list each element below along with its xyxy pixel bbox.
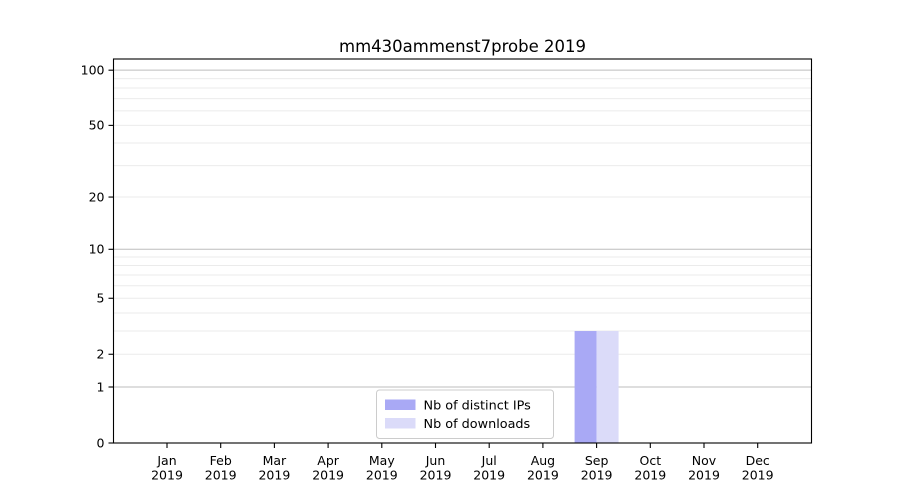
- x-tick-label-year: 2019: [527, 468, 559, 483]
- y-tick-label: 2: [97, 347, 105, 362]
- y-tick-label: 50: [89, 118, 105, 133]
- x-tick-label-year: 2019: [258, 468, 290, 483]
- x-tick-label-month: Apr: [317, 453, 339, 468]
- y-tick-label: 5: [97, 291, 105, 306]
- legend-swatch-downloads: [385, 418, 416, 429]
- bar-downloads: [596, 331, 619, 443]
- legend-label-distinct-ips: Nb of distinct IPs: [424, 399, 532, 414]
- x-tick-label-month: Mar: [263, 453, 287, 468]
- legend-label-downloads: Nb of downloads: [424, 417, 531, 432]
- x-tick-label-year: 2019: [581, 468, 613, 483]
- major-gridlines: [113, 69, 812, 388]
- x-tick-label-month: Oct: [639, 453, 661, 468]
- bars: [574, 331, 619, 443]
- plot-border: [112, 58, 813, 444]
- axis-ticks-and-labels: 0125102050100Jan2019Feb2019Mar2019Apr201…: [81, 62, 774, 482]
- x-tick-label-month: Aug: [531, 453, 555, 468]
- y-tick-label: 1: [97, 379, 105, 394]
- x-tick-label-month: May: [369, 453, 395, 468]
- bar-distinct-ips: [574, 331, 597, 443]
- y-tick-label: 0: [97, 435, 105, 450]
- x-tick-label-year: 2019: [205, 468, 237, 483]
- x-tick-label-year: 2019: [366, 468, 398, 483]
- chart-title: mm430ammenst7probe 2019: [339, 37, 586, 56]
- x-tick-label-year: 2019: [473, 468, 505, 483]
- y-tick-label: 20: [89, 189, 105, 204]
- y-tick-label: 100: [81, 62, 105, 77]
- legend-box: [376, 389, 554, 439]
- legend: Nb of distinct IPs Nb of downloads: [376, 389, 554, 439]
- x-tick-label-year: 2019: [742, 468, 774, 483]
- legend-swatch-distinct-ips: [385, 399, 416, 410]
- x-tick-label-year: 2019: [420, 468, 452, 483]
- x-tick-label-month: Sep: [585, 453, 609, 468]
- y-tick-label: 10: [89, 242, 105, 257]
- x-tick-label-month: Jan: [156, 453, 176, 468]
- minor-gridlines: [113, 78, 812, 355]
- x-tick-label-month: Jul: [481, 453, 497, 468]
- x-tick-label-month: Feb: [210, 453, 232, 468]
- x-tick-label-year: 2019: [312, 468, 344, 483]
- x-tick-label-year: 2019: [151, 468, 183, 483]
- x-tick-label-month: Nov: [692, 453, 717, 468]
- x-tick-label-month: Dec: [746, 453, 770, 468]
- x-tick-label-year: 2019: [688, 468, 720, 483]
- x-tick-label-month: Jun: [425, 453, 446, 468]
- x-tick-label-year: 2019: [634, 468, 666, 483]
